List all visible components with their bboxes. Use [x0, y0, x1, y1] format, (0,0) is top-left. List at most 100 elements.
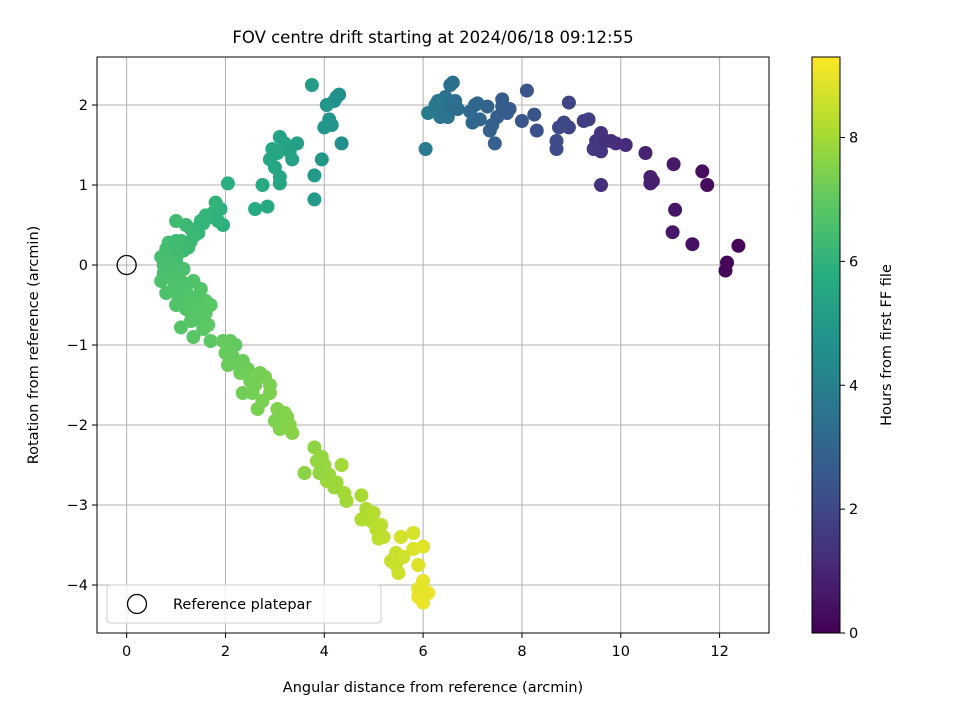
scatter-point-213 [176, 262, 191, 276]
scatter-point-173 [270, 402, 285, 416]
colorbar [811, 56, 841, 634]
scatter-point-52 [334, 136, 349, 151]
scatter-point-135 [445, 75, 460, 90]
scatter-point-139 [495, 99, 510, 114]
scatter-point-122 [376, 530, 391, 544]
scatter-point-72 [255, 178, 270, 192]
scatter-point-127 [406, 526, 421, 540]
y-tick-label-4: 0 [79, 258, 88, 274]
scatter-point-137 [450, 102, 465, 116]
scatter-point-148 [211, 214, 226, 228]
scatter-point-71 [260, 199, 275, 214]
colorbar-tick-label-4: 8 [849, 131, 858, 147]
scatter-point-182 [366, 506, 381, 520]
scatter-point-59 [314, 152, 329, 167]
scatter-points [154, 75, 746, 610]
scatter-point-47 [433, 110, 448, 124]
scatter-point-210 [164, 258, 179, 272]
scatter-point-143 [618, 138, 633, 152]
scatter-point-0 [731, 238, 746, 253]
scatter-point-130 [416, 539, 431, 554]
scatter-point-117 [354, 488, 369, 503]
scatter-point-23 [552, 120, 566, 135]
scatter-point-204 [329, 90, 344, 104]
legend: Reference platepar [106, 584, 382, 624]
y-tick-label-3: −1 [67, 338, 88, 354]
scatter-point-28 [519, 83, 534, 98]
y-tick-label-1: −3 [67, 498, 88, 514]
scatter-point-57 [319, 98, 334, 112]
scatter-point-203 [282, 144, 297, 159]
y-tick-label-0: −4 [67, 578, 88, 594]
colorbar-tick-label-0: 0 [849, 626, 858, 642]
scatter-point-101 [235, 386, 250, 400]
x-axis-ticks: 0 2 4 6 8 10 12 [122, 633, 729, 660]
scatter-point-180 [339, 494, 354, 508]
scatter-point-5 [685, 237, 700, 252]
y-tick-label-2: −2 [67, 418, 88, 434]
scatter-point-149 [198, 208, 213, 223]
scatter-point-25 [549, 142, 564, 156]
scatter-point-179 [327, 480, 342, 495]
scatter-point-187 [418, 587, 433, 602]
scatter-point-144 [645, 174, 660, 188]
scatter-point-170 [253, 366, 268, 380]
x-tick-label-1: 2 [221, 644, 230, 660]
scatter-point-95 [203, 334, 218, 348]
scatter-point-199 [183, 314, 198, 328]
scatter-point-207 [235, 354, 250, 368]
scatter-point-110 [307, 440, 322, 455]
scatter-point-96 [220, 176, 235, 191]
x-tick-label-3: 6 [419, 644, 428, 660]
colorbar-tick-label-2: 4 [849, 378, 858, 394]
scatter-point-27 [527, 107, 542, 122]
scatter-point-58 [317, 120, 332, 135]
scatter-point-190 [154, 250, 169, 264]
scatter-point-26 [529, 123, 544, 138]
colorbar-tick-label-1: 2 [849, 502, 858, 518]
chart-title: FOV centre drift starting at 2024/06/18 … [232, 28, 633, 47]
scatter-point-7 [665, 225, 680, 240]
scatter-point-185 [396, 550, 411, 564]
colorbar-label: Hours from first FF file [879, 264, 895, 426]
scatter-point-126 [393, 530, 408, 544]
scatter-point-214 [169, 234, 184, 248]
scatter-point-200 [272, 170, 287, 184]
scatter-point-91 [174, 320, 188, 335]
scatter-point-197 [193, 282, 208, 296]
scatter-point-6 [668, 202, 683, 217]
legend-box [106, 584, 382, 624]
colorbar-ticks: 0 2 4 6 8 [840, 131, 858, 642]
colorbar-tick-label-3: 6 [849, 254, 858, 270]
scatter-point-194 [181, 240, 196, 255]
reference-point [116, 254, 137, 276]
y-tick-label-5: 1 [79, 178, 88, 194]
scatter-point-177 [314, 450, 329, 464]
x-tick-label-0: 0 [122, 644, 131, 660]
scatter-point-206 [243, 374, 258, 388]
legend-marker [126, 593, 148, 615]
scatter-point-138 [468, 98, 482, 112]
x-tick-label-2: 4 [320, 644, 329, 660]
scatter-point-11 [638, 146, 653, 160]
x-tick-label-4: 8 [517, 644, 526, 660]
scatter-point-60 [307, 168, 322, 183]
reference-marker [116, 254, 137, 276]
scatter-point-39 [465, 115, 480, 130]
scatter-point-175 [282, 418, 297, 432]
scatter-point-83 [169, 214, 184, 228]
scatter-point-2 [718, 263, 733, 278]
scatter-point-93 [186, 330, 201, 344]
scatter-point-140 [514, 114, 529, 128]
scatter-point-212 [174, 274, 188, 288]
scatter-point-198 [198, 306, 213, 320]
scatter-point-129 [411, 558, 426, 572]
x-tick-label-6: 12 [710, 644, 728, 660]
scatter-point-14 [594, 178, 608, 192]
scatter-point-109 [297, 466, 312, 480]
scatter-point-50 [421, 106, 436, 120]
scatter-point-205 [262, 386, 277, 400]
scatter-point-8 [666, 157, 681, 172]
scatter-point-142 [598, 134, 613, 148]
